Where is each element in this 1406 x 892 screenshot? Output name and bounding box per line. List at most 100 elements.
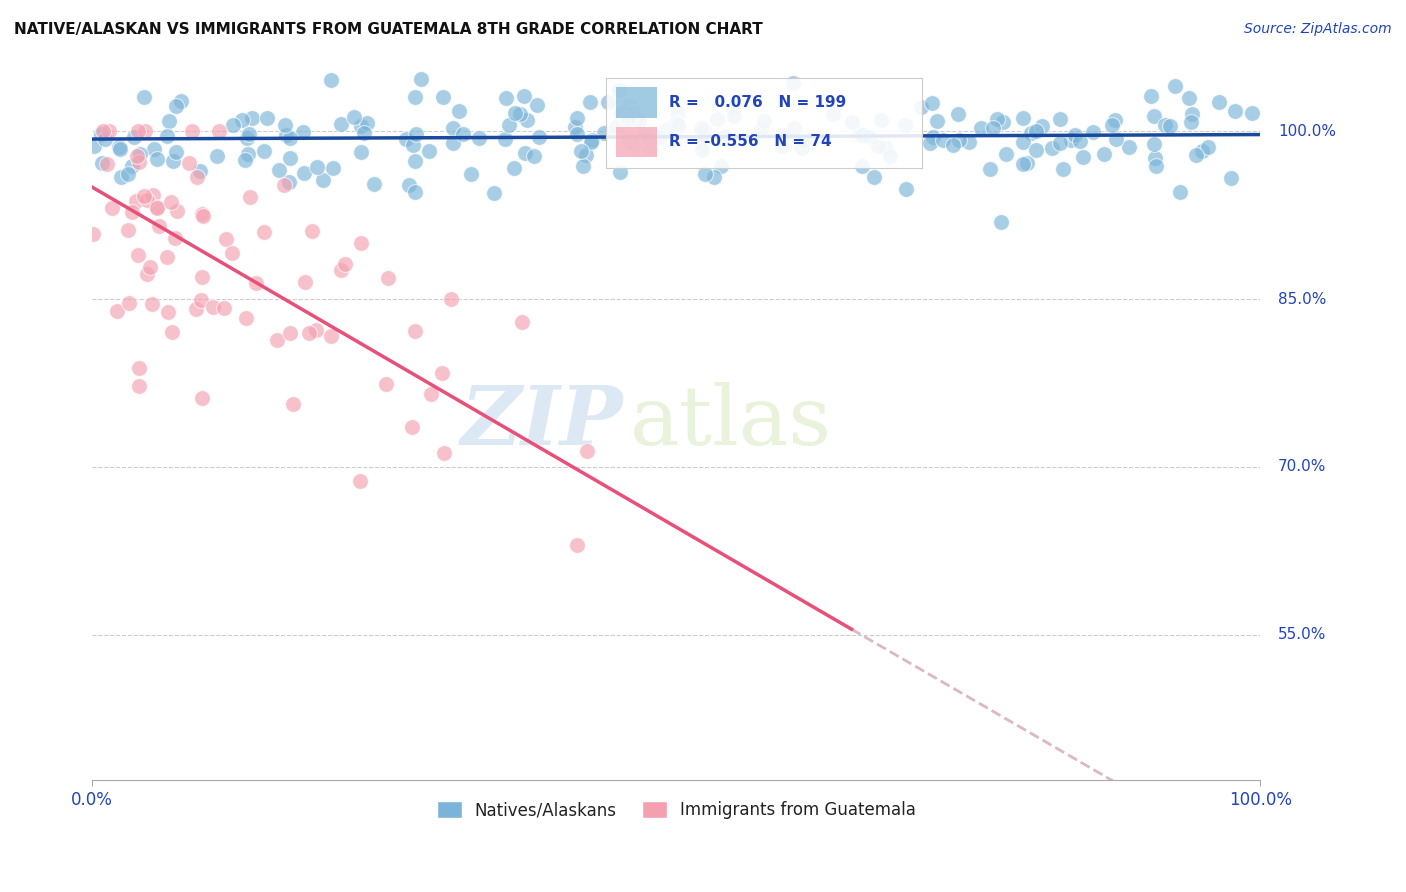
Point: [564, 120, 586, 135]
Point: [401, 137, 423, 152]
Point: [122, 130, 145, 145]
Point: [498, 118, 520, 132]
Point: [128, 155, 150, 169]
Point: [509, 107, 531, 121]
Point: [350, 145, 373, 159]
Point: [266, 333, 288, 347]
Point: [841, 114, 863, 128]
Point: [783, 121, 806, 136]
Point: [1240, 106, 1263, 120]
Point: [441, 121, 464, 136]
Point: [957, 135, 980, 149]
Point: [995, 147, 1018, 161]
Point: [162, 153, 184, 168]
Point: [596, 95, 619, 110]
Point: [1178, 91, 1201, 105]
Point: [108, 140, 131, 154]
Point: [160, 194, 183, 209]
Point: [575, 148, 598, 162]
Point: [404, 153, 426, 168]
Point: [134, 124, 156, 138]
Point: [278, 326, 301, 341]
Point: [201, 300, 224, 314]
Point: [482, 186, 505, 200]
Point: [668, 118, 690, 132]
Point: [418, 145, 440, 159]
Point: [121, 160, 143, 174]
Point: [1105, 132, 1128, 146]
Point: [128, 379, 150, 393]
Point: [305, 322, 328, 336]
Point: [1159, 120, 1181, 134]
Point: [233, 153, 256, 167]
Point: [145, 200, 167, 214]
Point: [165, 231, 187, 245]
Point: [1154, 118, 1177, 132]
Point: [291, 125, 314, 139]
Text: Source: ZipAtlas.com: Source: ZipAtlas.com: [1244, 22, 1392, 37]
Point: [969, 120, 991, 135]
Point: [136, 268, 159, 282]
Point: [404, 324, 426, 338]
Point: [222, 118, 245, 132]
Point: [256, 112, 278, 126]
Point: [239, 190, 262, 204]
Point: [617, 112, 640, 126]
Point: [851, 160, 873, 174]
Point: [565, 128, 588, 142]
Point: [516, 113, 538, 128]
Point: [395, 132, 418, 146]
Point: [1140, 89, 1163, 103]
Point: [579, 135, 602, 149]
Point: [319, 329, 342, 343]
Point: [136, 194, 159, 208]
Point: [617, 134, 640, 148]
Point: [322, 161, 344, 175]
Point: [1011, 136, 1033, 150]
Point: [569, 144, 592, 158]
Point: [236, 130, 259, 145]
Point: [1168, 186, 1191, 200]
Point: [146, 201, 169, 215]
Point: [921, 95, 943, 110]
Point: [447, 103, 470, 118]
Point: [793, 134, 815, 148]
Point: [858, 130, 880, 145]
Point: [1143, 151, 1166, 165]
Point: [132, 188, 155, 202]
Point: [866, 138, 889, 153]
Point: [245, 276, 267, 290]
Point: [83, 139, 105, 153]
Point: [281, 397, 304, 411]
Point: [157, 114, 180, 128]
Point: [105, 304, 128, 318]
Point: [121, 205, 143, 219]
Point: [689, 120, 711, 135]
Point: [633, 128, 655, 142]
Point: [770, 138, 793, 153]
Point: [110, 170, 132, 185]
Point: [432, 90, 454, 104]
Point: [350, 236, 373, 251]
Point: [993, 114, 1015, 128]
Point: [374, 377, 396, 392]
Point: [1064, 128, 1087, 142]
Point: [1223, 103, 1246, 118]
Point: [89, 127, 111, 141]
Point: [468, 130, 491, 145]
Point: [894, 182, 917, 196]
Point: [1144, 159, 1167, 173]
Point: [356, 116, 378, 130]
Point: [401, 420, 423, 434]
Point: [330, 117, 353, 131]
Point: [666, 106, 689, 120]
Point: [353, 126, 375, 140]
Point: [503, 106, 526, 120]
Point: [1163, 79, 1185, 94]
Text: atlas: atlas: [630, 382, 832, 462]
Point: [157, 305, 180, 319]
Point: [127, 248, 149, 262]
Point: [143, 142, 166, 156]
Point: [948, 133, 970, 147]
Point: [236, 147, 259, 161]
